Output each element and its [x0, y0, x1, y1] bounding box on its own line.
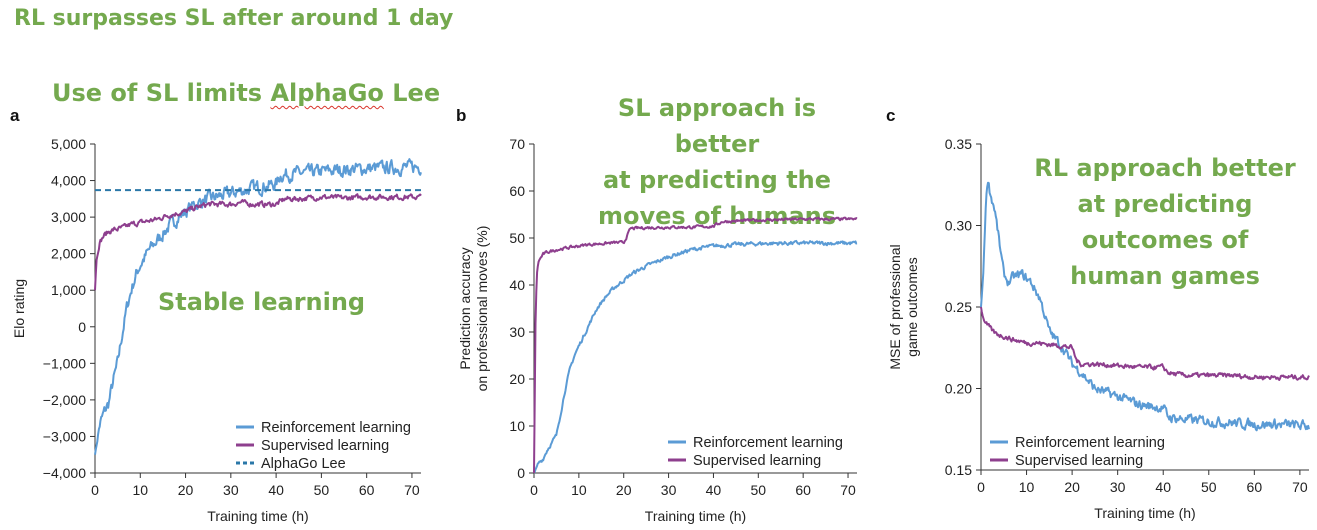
chart-panel-a: a 5,000 4,000 3,000 2,000 1,000 0 −1,000 −2,000 −…	[10, 106, 422, 524]
y-tick-label: −4,000	[43, 465, 86, 481]
x-tick-label: 0	[530, 482, 538, 498]
y-axis-label: game outcomes	[904, 257, 920, 357]
legend-label: Reinforcement learning	[261, 420, 411, 436]
x-tick-label: 30	[1110, 479, 1126, 495]
x-tick-label: 20	[616, 482, 632, 498]
x-tick-label: 50	[751, 482, 767, 498]
chart-panel-c: c 0.15 0.20 0.25 0.30 0.35 0 10 20 30 40 50 60 70 Trai…	[886, 106, 1310, 521]
series-line-supervised-learning	[94, 193, 422, 291]
x-tick-label: 60	[359, 482, 375, 498]
x-tick-label: 10	[571, 482, 587, 498]
x-tick-label: 30	[223, 482, 239, 498]
y-tick-label: −3,000	[43, 428, 86, 444]
x-tick-label: 70	[404, 482, 420, 498]
y-tick-label: 0	[78, 319, 86, 335]
series-line-supervised-learning	[533, 216, 858, 474]
x-tick-label: 20	[178, 482, 194, 498]
annotation-line: RL approach better	[1034, 154, 1296, 182]
x-tick-label: 40	[268, 482, 284, 498]
x-tick-label: 50	[314, 482, 330, 498]
legend-label: Supervised learning	[1015, 453, 1143, 469]
annotation-line: human games	[1070, 262, 1260, 290]
panel-letter: c	[886, 106, 895, 125]
series-line-supervised-learning	[980, 306, 1310, 381]
x-tick-label: 20	[1064, 479, 1080, 495]
x-tick-label: 60	[1247, 479, 1263, 495]
y-axis-label: on professional moves (%)	[474, 226, 490, 392]
y-axis-label: Prediction accuracy	[457, 247, 473, 369]
y-tick-label: 60	[509, 183, 525, 199]
y-tick-label: −1,000	[43, 355, 86, 371]
panel-letter: b	[456, 106, 466, 125]
x-tick-label: 0	[977, 479, 985, 495]
annotation-sl-limits-squiggly-word: AlphaGo	[270, 79, 384, 107]
annotation-sl-limits-suffix: Lee	[383, 79, 441, 107]
y-tick-label: 50	[509, 230, 525, 246]
y-tick-label: 4,000	[51, 173, 86, 189]
legend-label: Reinforcement learning	[693, 435, 843, 451]
y-tick-label: 0.20	[945, 381, 972, 397]
series-line-reinforcement-learning	[980, 181, 1310, 432]
annotation-sl-better-moves: SL approach is better at predicting the …	[572, 90, 862, 234]
y-tick-label: 40	[509, 277, 525, 293]
annotation-sl-limits-prefix: Use of SL limits	[52, 79, 271, 107]
y-axis-label: MSE of professional	[887, 244, 903, 369]
y-tick-label: 5,000	[51, 136, 86, 152]
x-tick-label: 40	[706, 482, 722, 498]
annotation-sl-limits: Use of SL limits AlphaGo Lee	[52, 75, 440, 111]
y-tick-label: 20	[509, 371, 525, 387]
x-tick-label: 10	[1019, 479, 1035, 495]
x-tick-label: 70	[1292, 479, 1308, 495]
x-tick-label: 0	[91, 482, 99, 498]
series-line-reinforcement-learning	[533, 239, 858, 474]
y-axis-label: Elo rating	[11, 279, 27, 338]
chart-panel-b: b 0 10 20 30 40 50 60 70 0 10 20 30 40 50 60 70 Training …	[456, 106, 858, 524]
annotation-line: at predicting	[1077, 190, 1253, 218]
annotation-line: at predicting the	[602, 166, 832, 194]
y-tick-label: 1,000	[51, 282, 86, 298]
annotation-line: outcomes of	[1081, 226, 1249, 254]
y-tick-label: 0.35	[945, 136, 972, 152]
legend-label: Supervised learning	[261, 438, 389, 454]
annotation-stable-learning: Stable learning	[158, 288, 366, 316]
x-axis-label: Training time (h)	[645, 508, 746, 524]
legend-label: Reinforcement learning	[1015, 435, 1165, 451]
y-tick-label: −2,000	[43, 392, 86, 408]
panel-letter: a	[10, 106, 20, 125]
y-tick-label: 70	[509, 136, 525, 152]
annotation-line: SL approach is better	[617, 94, 817, 158]
y-tick-label: 2,000	[51, 246, 86, 262]
y-tick-label: 10	[509, 418, 525, 434]
x-tick-label: 10	[132, 482, 148, 498]
y-tick-label: 30	[509, 324, 525, 340]
y-tick-label: 0	[517, 465, 525, 481]
x-axis-label: Training time (h)	[1094, 505, 1195, 521]
slide-title: RL surpasses SL after around 1 day	[14, 6, 454, 31]
legend-label: AlphaGo Lee	[261, 456, 346, 472]
y-tick-label: 0.15	[945, 462, 972, 478]
x-axis-label: Training time (h)	[207, 508, 308, 524]
annotation-rl-better-outcomes: RL approach better at predicting outcome…	[1020, 150, 1310, 294]
x-tick-label: 40	[1155, 479, 1171, 495]
annotation-line: moves of humans	[597, 202, 837, 230]
x-tick-label: 50	[1201, 479, 1217, 495]
y-tick-label: 0.30	[945, 218, 972, 234]
y-tick-label: 3,000	[51, 209, 86, 225]
y-tick-label: 0.25	[945, 299, 972, 315]
x-tick-label: 60	[795, 482, 811, 498]
x-tick-label: 30	[661, 482, 677, 498]
x-tick-label: 70	[840, 482, 856, 498]
legend-label: Supervised learning	[693, 453, 821, 469]
